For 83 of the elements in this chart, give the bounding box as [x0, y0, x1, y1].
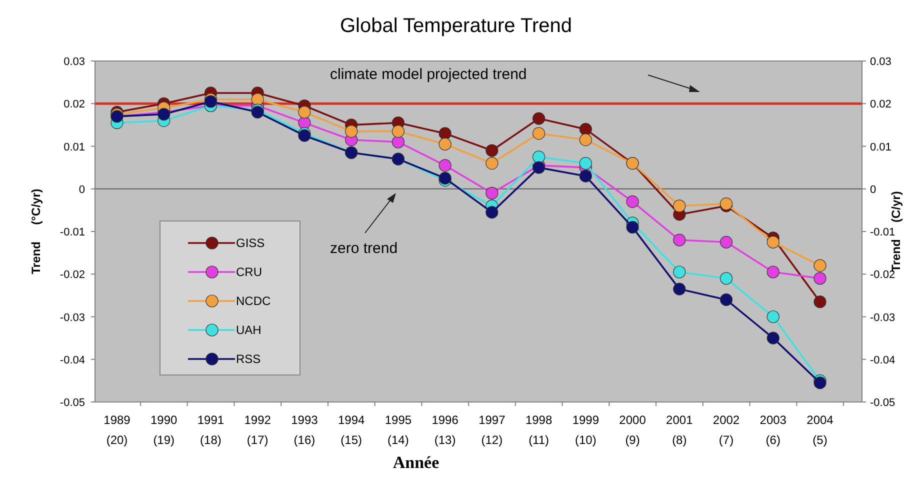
point — [438, 127, 452, 140]
point — [298, 106, 311, 118]
y-tick-label: 0.01 — [64, 141, 85, 154]
y2-tick-label: -0.05 — [870, 397, 896, 409]
point — [720, 272, 733, 285]
annotation: zero trend — [330, 240, 398, 257]
x-tick-label: 2002 (7) — [712, 413, 740, 447]
x-tick-label: 2000 (9) — [619, 413, 646, 447]
y2-tick-label: -0.01 — [870, 226, 896, 238]
point — [766, 310, 780, 324]
x-tick-label: 1996 (13) — [432, 413, 459, 447]
point — [814, 296, 826, 308]
point — [438, 138, 452, 150]
point — [438, 172, 452, 185]
point — [673, 200, 686, 212]
point — [766, 266, 780, 278]
x-tick-label: 1995 (14) — [384, 413, 412, 447]
ref-line-label: climate model projected trend — [330, 66, 527, 83]
y-tick-label: -0.03 — [60, 312, 85, 324]
x-tick-label: 2001 (8) — [666, 413, 694, 447]
legend-label: GISS — [236, 236, 265, 250]
point — [673, 282, 686, 296]
x-tick-label: 1990 (19) — [150, 413, 178, 447]
point — [158, 108, 170, 121]
legend-label: CRU — [236, 265, 262, 279]
point — [579, 157, 592, 170]
x-tick-label: 1992 (17) — [244, 413, 272, 447]
point — [766, 236, 780, 248]
x-axis-title: Année — [392, 453, 440, 472]
y-axis-title: Trend (°C/yr) — [29, 188, 43, 274]
y-tick-label: 0.02 — [64, 98, 85, 111]
point — [814, 376, 826, 390]
y-tick-label: 0.03 — [64, 56, 85, 68]
point — [626, 220, 639, 234]
y-tick-label: -0.04 — [60, 354, 85, 366]
point — [438, 159, 452, 172]
x-tick-label: 1993 (16) — [291, 413, 318, 447]
point — [814, 259, 826, 272]
y-tick-label: 0 — [78, 184, 85, 196]
legend-label: RSS — [236, 352, 261, 366]
chart-title: Global Temperature Trend — [340, 15, 572, 37]
point — [673, 266, 686, 278]
point — [720, 293, 733, 306]
point — [532, 112, 546, 125]
legend-label: UAH — [236, 323, 262, 337]
point — [486, 186, 498, 200]
point — [673, 234, 686, 246]
y2-tick-label: -0.02 — [870, 269, 896, 282]
point — [626, 195, 639, 208]
point — [720, 197, 733, 210]
point — [814, 272, 826, 285]
y-tick-label: -0.02 — [60, 269, 85, 282]
y2-tick-label: 0.03 — [870, 56, 892, 68]
x-tick-label: 1991 (18) — [197, 413, 224, 447]
y2-tick-label: -0.04 — [870, 354, 896, 366]
y2-tick-label: 0.01 — [870, 141, 892, 154]
point — [392, 136, 404, 148]
x-tick-label: 1999 (10) — [572, 413, 600, 447]
y2-tick-label: 0 — [870, 184, 876, 196]
y-tick-label: -0.05 — [60, 397, 85, 409]
x-tick-label: 2004 (5) — [806, 413, 834, 447]
point — [486, 144, 498, 157]
x-tick-label: 1998 (11) — [525, 413, 552, 447]
point — [251, 93, 264, 106]
x-tick-label: 1994 (15) — [338, 413, 366, 447]
point — [579, 134, 592, 146]
x-tick-label: 1997 (12) — [478, 413, 506, 447]
legend-label: NCDC — [236, 294, 271, 308]
y2-tick-label: -0.03 — [870, 312, 896, 324]
x-tick-label: 1989 (20) — [104, 413, 131, 447]
point — [579, 122, 592, 136]
y-tick-label: -0.01 — [60, 226, 85, 238]
point — [392, 125, 404, 138]
point — [486, 206, 498, 219]
point — [532, 127, 546, 140]
point — [579, 170, 592, 182]
point — [766, 332, 780, 344]
point — [486, 157, 498, 170]
point — [720, 236, 733, 248]
point — [532, 150, 546, 164]
x-tick-label: 2003 (6) — [760, 413, 787, 447]
point — [345, 125, 358, 138]
y2-tick-label: 0.02 — [870, 98, 892, 111]
